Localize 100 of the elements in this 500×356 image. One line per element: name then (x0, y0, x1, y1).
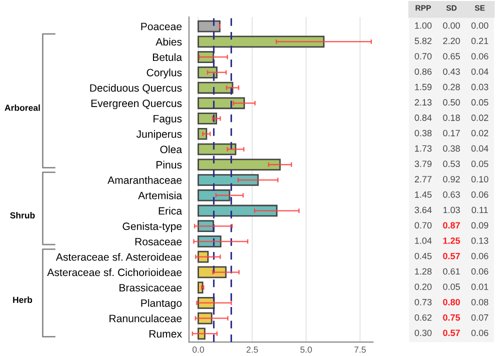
text: 0.03 (471, 84, 488, 90)
text: 0.38 (414, 130, 432, 136)
text: 0.05 (471, 99, 488, 106)
y-tick-label: Rumex (149, 330, 182, 338)
y-tick-label: Poaceae (141, 22, 182, 30)
text: 0.63 (443, 191, 460, 198)
y-tick-label: Abies (156, 38, 182, 46)
y-tick-label: Evergreen Quercus (91, 100, 182, 110)
text: 3.64 (414, 206, 432, 214)
text: 0.28 (443, 84, 460, 90)
text: 0.01 (471, 284, 488, 290)
text: 1.45 (415, 191, 432, 198)
y-tick-label: Amaranthaceae (108, 176, 182, 184)
text: 0.18 (443, 114, 460, 121)
text: 0.61 (443, 268, 460, 275)
text: 0.20 (414, 284, 432, 290)
text: 0.57 (443, 330, 460, 336)
text: 0.06 (471, 53, 488, 60)
text: 0.17 (443, 130, 460, 136)
text: 0.06 (471, 268, 488, 275)
text: 0.00 (471, 22, 488, 29)
bar (198, 143, 236, 156)
text: 0.43 (443, 68, 460, 75)
text: 2.77 (414, 176, 432, 182)
x-tick-label: 0.0 (192, 346, 204, 353)
bar (198, 158, 281, 171)
text: 0.06 (471, 330, 488, 336)
text: 1.28 (415, 268, 432, 275)
text: 1.59 (415, 84, 432, 90)
text: 1.73 (415, 145, 432, 152)
text: 0.50 (443, 99, 460, 106)
text: 0.75 (443, 314, 460, 321)
y-tick-label: Plantago (141, 299, 182, 309)
text: 3.79 (414, 160, 432, 168)
text: 0.70 (414, 222, 432, 229)
text: 2.13 (414, 99, 432, 106)
y-tick-label: Fagus (154, 115, 182, 125)
text: Arboreal (4, 104, 40, 111)
text: 0.45 (414, 252, 432, 260)
text: 0.07 (471, 314, 488, 321)
text: 0.53 (443, 160, 460, 168)
text: 0.02 (471, 114, 488, 121)
y-tick-label: Pinus (156, 160, 182, 169)
text: 0.84 (414, 114, 432, 121)
text: 0.21 (471, 38, 488, 44)
text: 0.86 (414, 68, 432, 75)
text: 0.11 (472, 206, 488, 214)
y-tick-label: Corylus (146, 68, 182, 78)
text: 0.10 (471, 176, 488, 182)
text: Shrub (10, 212, 35, 218)
bar (198, 204, 278, 217)
text: 1.03 (443, 206, 460, 214)
text: 1.00 (415, 22, 432, 29)
text: 0.05 (471, 160, 488, 168)
text: 0.09 (471, 222, 488, 229)
x-tick-label: 2.5 (246, 346, 258, 353)
bar (198, 20, 221, 32)
y-tick-label: Ranunculaceae (110, 314, 182, 322)
y-tick-label: Brassicaceae (120, 284, 182, 292)
text: 0.04 (471, 145, 488, 152)
text: 0.57 (443, 252, 460, 260)
text: 0.08 (471, 298, 488, 306)
text: 0.87 (443, 222, 460, 229)
text: 0.05 (443, 284, 460, 290)
bar (198, 189, 230, 202)
bar (198, 97, 245, 110)
text: 0.80 (443, 298, 460, 306)
bar (198, 112, 218, 124)
text: 5.82 (414, 38, 432, 44)
text: 2.20 (443, 38, 460, 44)
bar (198, 82, 234, 94)
text: 0.92 (443, 176, 460, 182)
text: 0.00 (443, 22, 460, 29)
text: 1.25 (443, 237, 460, 244)
text: 0.06 (471, 191, 488, 198)
bar (198, 174, 259, 186)
text: 0.06 (471, 252, 488, 260)
y-tick-label: Asteraceae sf. Asteroideae (56, 253, 182, 261)
y-tick-label: Betula (152, 53, 182, 61)
x-tick-label: 5.0 (300, 346, 312, 353)
text: 0.70 (414, 53, 432, 60)
text: 0.38 (443, 145, 460, 152)
text: 0.13 (471, 237, 488, 244)
text: 0.73 (414, 298, 432, 306)
y-tick-label: Deciduous Quercus (90, 84, 182, 94)
text: 0.04 (471, 68, 488, 75)
y-tick-label: Artemisia (138, 192, 182, 200)
y-tick-label: Juniperus (136, 130, 182, 140)
text: Herb (13, 296, 32, 303)
y-tick-label: Asteraceae sf. Cichorioideae (47, 268, 182, 276)
text: 0.30 (414, 330, 432, 336)
y-tick-label: Erica (158, 206, 182, 215)
y-tick-label: Genista-type (122, 222, 182, 232)
y-tick-label: Rosaceae (135, 238, 182, 246)
text: 0.02 (471, 130, 488, 136)
x-tick-label: 7.5 (354, 346, 366, 353)
text: 0.65 (443, 53, 460, 60)
bar (198, 36, 325, 48)
text: 1.04 (415, 237, 432, 244)
y-tick-label: Olea (160, 145, 182, 154)
